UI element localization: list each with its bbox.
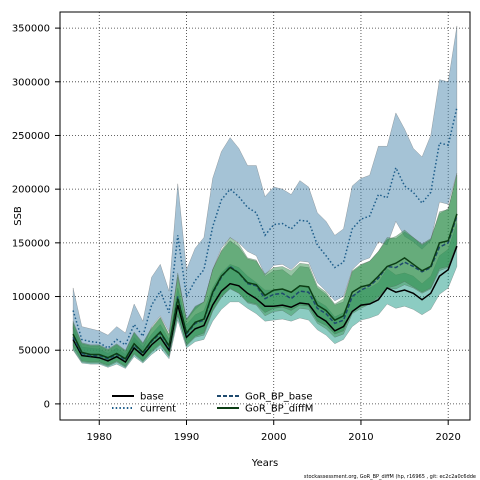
series-lines [72,107,458,364]
x-tick-label: 1980 [87,432,112,443]
y-tick-label: 100000 [12,292,50,303]
legend-label: base [140,392,164,403]
y-tick-label: 200000 [12,185,50,196]
line-current [72,107,458,350]
y-tick-label: 300000 [12,77,50,88]
y-tick-label: 350000 [12,24,50,35]
y-tick-label: 150000 [12,238,50,249]
x-tick-label: 1990 [174,432,199,443]
x-tick-label: 2010 [348,432,373,443]
legend-label: current [140,404,176,415]
line-base [72,245,458,364]
legend-label: GoR_BP_base [245,392,313,403]
line-gor-bp-diffm [72,213,458,360]
line-gor-bp-base [72,215,458,361]
legend-label: GoR_BP_diffM [245,404,313,415]
x-axis-label: Years [251,458,278,469]
x-tick-label: 2000 [261,432,286,443]
x-axis-ticks: 1980 1990 2000 2010 2020 [87,420,461,443]
plot-frame [59,11,471,421]
y-tick-label: 250000 [12,131,50,142]
y-tick-label: 50000 [18,346,50,357]
y-axis-label: SSB [13,206,24,226]
band-gor-bp-diffm [72,173,458,367]
x-tick-label: 2020 [435,432,460,443]
y-axis-ticks: 0 50000 100000 150000 200000 250000 300000 3500… [12,24,60,410]
footer-text: stockassessment.org, GoR_BP_diffM (hp, r… [304,474,476,480]
y-tick-label: 0 [44,399,50,410]
